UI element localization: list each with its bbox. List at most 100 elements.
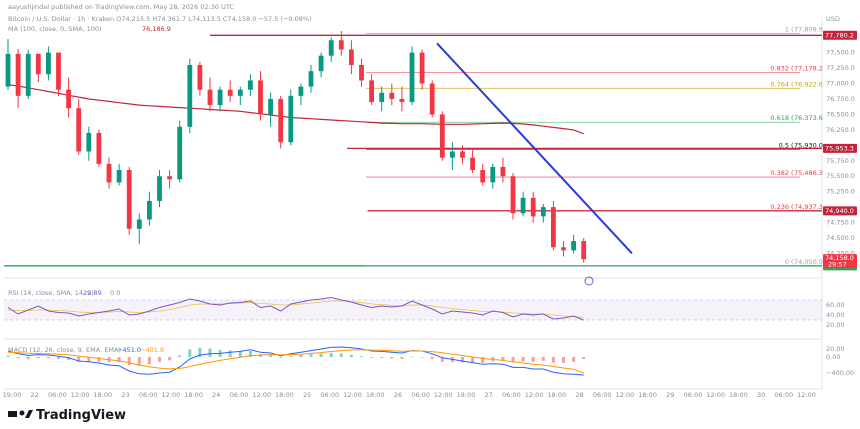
bearish-trend-line: [436, 42, 633, 255]
macd-histogram-bar: [511, 357, 515, 363]
candle-body: [5, 53, 11, 87]
fib-ratio-label: 0.618: [770, 114, 789, 122]
price-tick-label: 74,500.0: [826, 234, 855, 242]
time-tick-label: 25: [303, 391, 311, 399]
rsi-legend-extra: 0 0: [110, 289, 120, 297]
time-tick-label: 30: [757, 391, 765, 399]
macd-histogram-bar: [137, 357, 141, 366]
countdown-label: 29:57: [828, 261, 847, 269]
macd-histogram-bar: [339, 353, 343, 357]
macd-histogram-bar: [360, 356, 363, 357]
fib-ratio-label: 1: [785, 25, 789, 33]
price-tick-label: 75,500.0: [826, 172, 855, 180]
candle-body: [298, 86, 304, 96]
time-tick-label: 06:00: [139, 391, 158, 399]
macd-tick-label: 20.00: [826, 345, 845, 353]
price-tick-label: 74,750.0: [826, 219, 855, 227]
time-tick-label: 27: [485, 391, 493, 399]
rsi-tick-label: 60.00: [826, 301, 845, 309]
macd-histogram-bar: [521, 357, 525, 362]
price-tick-label: 77,000.0: [826, 80, 855, 88]
time-tick-label: 23: [121, 391, 129, 399]
candle-body: [187, 64, 193, 127]
tradingview-logo: TradingView: [8, 408, 126, 423]
candle-body: [581, 241, 587, 260]
rsi-legend-value: 29.89: [83, 289, 102, 297]
time-tick-label: 12:00: [162, 391, 181, 399]
candle-body: [207, 89, 213, 106]
candle-body: [439, 114, 445, 158]
time-tick-label: 12:00: [71, 391, 90, 399]
candle-body: [86, 132, 92, 152]
macd-histogram-bar: [410, 356, 414, 358]
macd-histogram-bar: [279, 357, 283, 358]
macd-histogram-bar: [77, 357, 81, 362]
macd-histogram-bar: [238, 351, 242, 357]
time-tick-label: 12:00: [434, 391, 453, 399]
time-tick-label: 06:00: [48, 391, 67, 399]
macd-histogram-bar: [46, 357, 50, 359]
macd-histogram-bar: [562, 357, 565, 363]
current-price-tag: [823, 254, 857, 269]
rsi-legend: RSI (14, close, SMA, 14, 2): [8, 289, 94, 297]
candle-body: [46, 52, 51, 75]
macd-histogram-bar: [440, 357, 444, 362]
candle-body: [540, 207, 546, 217]
rsi-line: [7, 296, 584, 321]
price-tick-label: 76,500.0: [826, 110, 855, 118]
macd-histogram-bar: [551, 357, 555, 363]
fib-value-label: 74,937.3: [794, 203, 823, 211]
macd-histogram-bar: [158, 357, 161, 362]
candle-body: [490, 166, 496, 183]
candle-body: [278, 98, 284, 143]
rsi-tick-label: 20.00: [826, 321, 845, 329]
candle-body: [338, 40, 344, 50]
symbol-line: Bitcoin / U.S. Dollar · 1h · Kraken O74,…: [8, 15, 312, 23]
candle-body: [470, 157, 475, 171]
macd-histogram-bar: [572, 357, 576, 362]
time-tick-label: 12:00: [706, 391, 725, 399]
fib-value-label: 76,373.6: [794, 114, 823, 122]
candle-body: [510, 176, 516, 214]
macd-histogram-bar: [228, 350, 232, 357]
time-tick-label: 06:00: [502, 391, 521, 399]
macd-line: [7, 346, 584, 376]
macd-histogram-bar: [57, 357, 60, 359]
macd-histogram-bar: [188, 349, 192, 357]
candle-body: [480, 170, 486, 183]
price-pane: 77,500.0 77,250.0 77,000.0 76,750.0 76,500.0…: [4, 18, 857, 390]
candle-body: [96, 132, 102, 164]
candle-body: [227, 89, 233, 96]
candle-body: [147, 200, 152, 220]
fib-value-label: 74,050.0: [794, 258, 823, 266]
candle-body: [328, 40, 334, 56]
macd-histogram-bar: [582, 357, 586, 359]
candle-body: [167, 176, 172, 180]
price-level-tag-label: 77,780.2: [825, 31, 854, 39]
fib-value-label: 75,486.3: [794, 169, 823, 177]
macd-histogram-bar: [400, 357, 404, 359]
fib-ratio-label: 0: [785, 258, 789, 266]
fib-paren: (: [791, 80, 794, 88]
macd-histogram-bar: [289, 356, 293, 357]
macd-histogram-bar: [248, 351, 252, 357]
macd-histogram-bar: [390, 357, 394, 359]
candle-body: [237, 89, 243, 96]
fib-ratio-label: 0.382: [770, 169, 789, 177]
time-tick-label: 18:00: [366, 391, 385, 399]
fib-value-label: 75,930.0: [794, 142, 823, 150]
time-tick-label: 18:00: [457, 391, 476, 399]
candle-body: [76, 108, 82, 152]
low-marker-icon: [584, 276, 594, 286]
macd-legend-value: −401.9: [140, 346, 164, 354]
time-tick-label: 06:00: [230, 391, 249, 399]
time-tick-label: 28: [575, 391, 583, 399]
candle-body: [520, 197, 526, 214]
macd-histogram-bar: [178, 355, 182, 357]
macd-histogram-bar: [168, 357, 172, 361]
price-tick-label: 75,750.0: [826, 157, 855, 165]
macd-histogram-bar: [471, 357, 475, 363]
fib-value-label: 77,809.9: [794, 25, 823, 33]
macd-histogram-bar: [198, 347, 202, 357]
